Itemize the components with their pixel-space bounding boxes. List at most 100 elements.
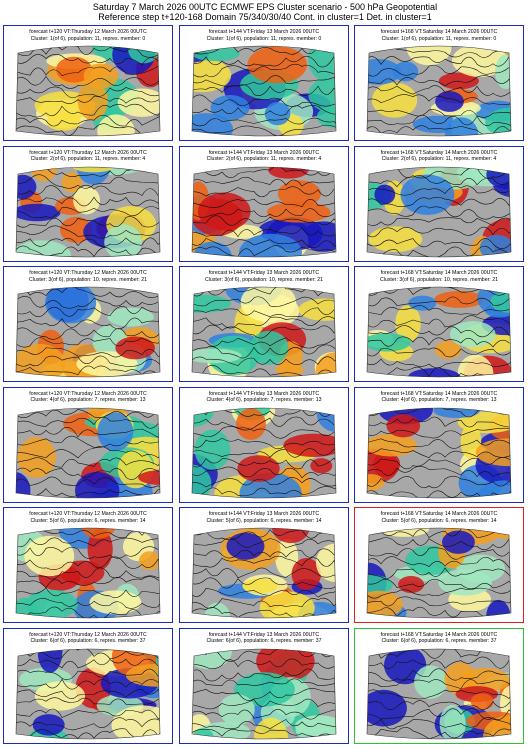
contour (367, 578, 511, 590)
contour (16, 407, 160, 418)
map-outline (15, 648, 161, 739)
contour (192, 476, 336, 488)
contour (367, 347, 511, 358)
contour (367, 606, 511, 618)
contour (192, 567, 336, 579)
map-body (16, 648, 160, 739)
map-body (367, 46, 511, 136)
anomaly (73, 185, 100, 214)
caption-line: Cluster: 5(of 6), population: 6, repres.… (30, 517, 146, 524)
anomaly (37, 648, 63, 673)
map-body (192, 528, 336, 618)
contour (192, 365, 336, 377)
anomaly (368, 225, 423, 252)
map-panel: forecast t+144 VT:Friday 13 March 2026 0… (179, 145, 349, 262)
contour (16, 287, 160, 298)
contour (16, 587, 160, 598)
caption-line: forecast t+120 VT:Thursday 12 March 2026… (29, 270, 147, 276)
caption-line: Cluster: 6(of 6), population: 6, repres.… (30, 638, 146, 644)
contour (192, 287, 336, 299)
contour (16, 306, 160, 317)
contour (192, 728, 336, 739)
contour (367, 537, 511, 550)
contour (367, 547, 511, 560)
anomaly (277, 179, 321, 207)
contour (367, 688, 511, 699)
contour (192, 548, 336, 559)
caption-line: Cluster: 4(of 6), population: 7, repres.… (206, 397, 322, 403)
map-body (367, 648, 511, 739)
anomaly (408, 295, 437, 311)
anomaly (268, 166, 309, 179)
anomaly (235, 407, 266, 440)
anomaly (45, 287, 97, 324)
contour (16, 245, 160, 257)
anomaly (240, 287, 297, 322)
map (191, 45, 337, 137)
contour (367, 205, 511, 219)
contour (367, 315, 511, 328)
anomaly (414, 664, 448, 699)
anomaly (275, 538, 299, 577)
map-outline (191, 45, 337, 137)
contour (16, 347, 160, 358)
contour (16, 727, 160, 739)
map (366, 648, 512, 739)
map (191, 648, 337, 739)
map-outline (15, 166, 161, 257)
caption-line: forecast t+168 VT:Saturday 14 March 2026… (380, 390, 498, 397)
contour (192, 485, 336, 497)
anomaly (495, 54, 511, 90)
anomaly (87, 528, 113, 570)
contour (367, 336, 511, 348)
contour (192, 457, 336, 469)
contour (367, 696, 511, 710)
contour (192, 176, 336, 187)
map (191, 407, 337, 498)
contour (16, 237, 160, 247)
anomaly (97, 114, 135, 136)
anomaly (266, 201, 331, 223)
caption-line: Cluster: 5(of 6), population: 6, repres.… (206, 517, 322, 524)
panel-caption: forecast t+144 VT:Friday 13 March 2026 0… (180, 150, 348, 163)
anomaly (449, 321, 496, 348)
map-body (192, 407, 336, 498)
anomaly (434, 340, 462, 360)
anomaly (434, 291, 485, 308)
contour (16, 95, 160, 104)
contour (192, 94, 336, 107)
anomaly (226, 532, 265, 560)
contour (16, 326, 160, 340)
map (191, 286, 337, 378)
contour (16, 476, 160, 489)
contour (192, 54, 336, 68)
anomaly (192, 463, 212, 498)
contour (367, 585, 511, 599)
anomaly (97, 411, 134, 451)
map-body (16, 287, 160, 377)
contour (367, 85, 511, 97)
contour (192, 105, 336, 116)
map (366, 45, 512, 137)
anomaly (406, 46, 452, 66)
anomaly (192, 113, 234, 136)
anomaly (192, 294, 231, 313)
contour (367, 667, 511, 681)
map-body (367, 407, 511, 498)
anomaly (400, 174, 455, 215)
contour (16, 46, 160, 58)
contour (192, 356, 336, 366)
contour (192, 124, 336, 136)
map-body (16, 407, 160, 498)
anomaly (254, 717, 288, 739)
anomaly (367, 58, 402, 85)
caption-line: Cluster: 1(of 6), population: 11, repres… (381, 35, 497, 42)
contour (192, 708, 336, 720)
contour (192, 117, 336, 127)
contour (16, 337, 160, 348)
anomaly (444, 117, 479, 136)
contour (367, 94, 511, 105)
anomaly (194, 429, 231, 470)
contour (367, 125, 511, 136)
